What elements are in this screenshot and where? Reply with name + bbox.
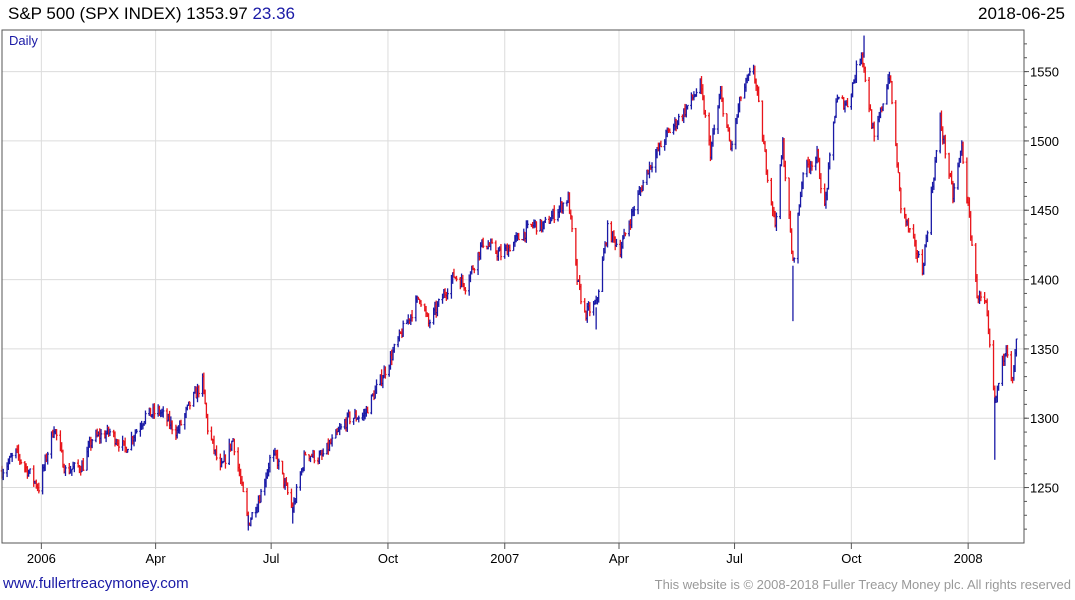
- plot-background: [2, 30, 1024, 543]
- price-change: 23.36: [252, 4, 296, 23]
- x-tick-label: Oct: [841, 551, 862, 566]
- y-tick-label: 1550: [1030, 65, 1059, 80]
- x-tick-label: Jul: [726, 551, 743, 566]
- last-price: 1353.97: [186, 4, 248, 23]
- x-tick-label: 2008: [954, 551, 983, 566]
- chart-title: S&P 500 (SPX INDEX) 1353.97 23.36: [8, 4, 295, 24]
- y-tick-label: 1400: [1030, 273, 1059, 288]
- x-tick-label: 2007: [490, 551, 519, 566]
- y-tick-label: 1250: [1030, 481, 1059, 496]
- index-name: S&P 500 (SPX INDEX): [8, 4, 182, 23]
- x-tick-label: 2006: [27, 551, 56, 566]
- copyright-notice: This website is © 2008-2018 Fuller Treac…: [654, 577, 1071, 592]
- x-tick-label: Apr: [146, 551, 167, 566]
- y-tick-label: 1350: [1030, 342, 1059, 357]
- x-tick-label: Jul: [263, 551, 280, 566]
- period-label: Daily: [9, 33, 38, 48]
- x-tick-label: Apr: [609, 551, 630, 566]
- price-bars: [0, 35, 1018, 531]
- axes: 1250 1300 1350 1400 1450 1500 1550 2006 Apr Jul Oc…: [27, 43, 1059, 566]
- y-tick-label: 1500: [1030, 134, 1059, 149]
- x-tick-label: Oct: [378, 551, 399, 566]
- y-tick-label: 1300: [1030, 411, 1059, 426]
- grid: [2, 30, 1024, 543]
- website-link[interactable]: www.fullertreacymoney.com: [3, 575, 189, 592]
- y-tick-label: 1450: [1030, 203, 1059, 218]
- plot-frame: [1, 29, 1025, 544]
- chart-date: 2018-06-25: [978, 4, 1065, 23]
